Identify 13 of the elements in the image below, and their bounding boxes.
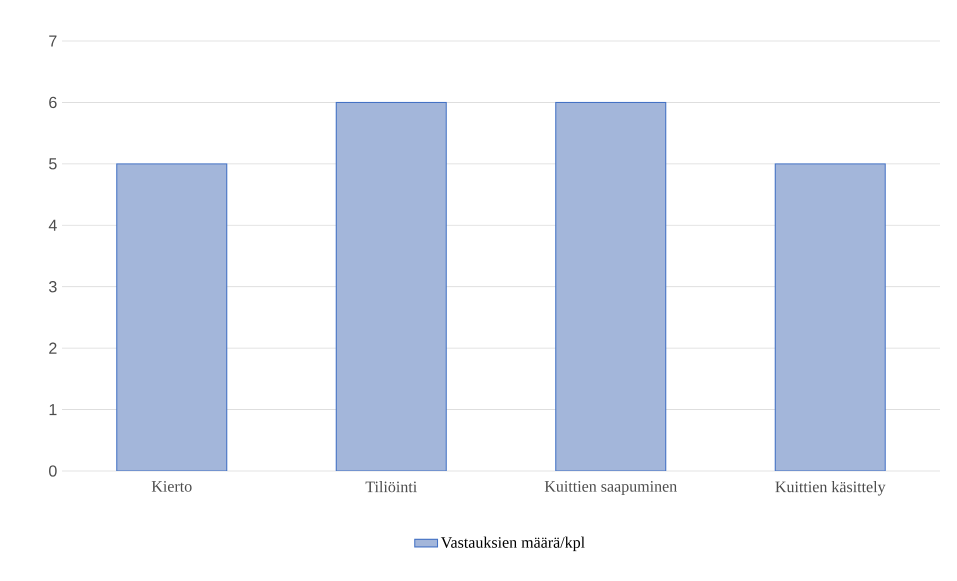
x-tick-label: Kuittien käsittely: [775, 481, 886, 496]
y-tick-label: 3: [49, 281, 57, 292]
legend-label: Vastauksien määrä/kpl: [440, 536, 585, 552]
y-tick-label: 7: [49, 36, 56, 46]
x-tick-label: Kuittien saapuminen: [544, 481, 677, 496]
y-tick-label: 0: [49, 465, 57, 477]
y-tick-label: 2: [49, 342, 56, 354]
x-tick-label: Tiliöinti: [366, 481, 417, 492]
y-tick-label: 5: [49, 158, 57, 170]
y-tick-label: 6: [49, 96, 57, 108]
x-tick-label: Kierto: [152, 481, 192, 492]
y-tick-label: 1: [50, 404, 57, 416]
y-tick-label: 4: [48, 220, 57, 231]
